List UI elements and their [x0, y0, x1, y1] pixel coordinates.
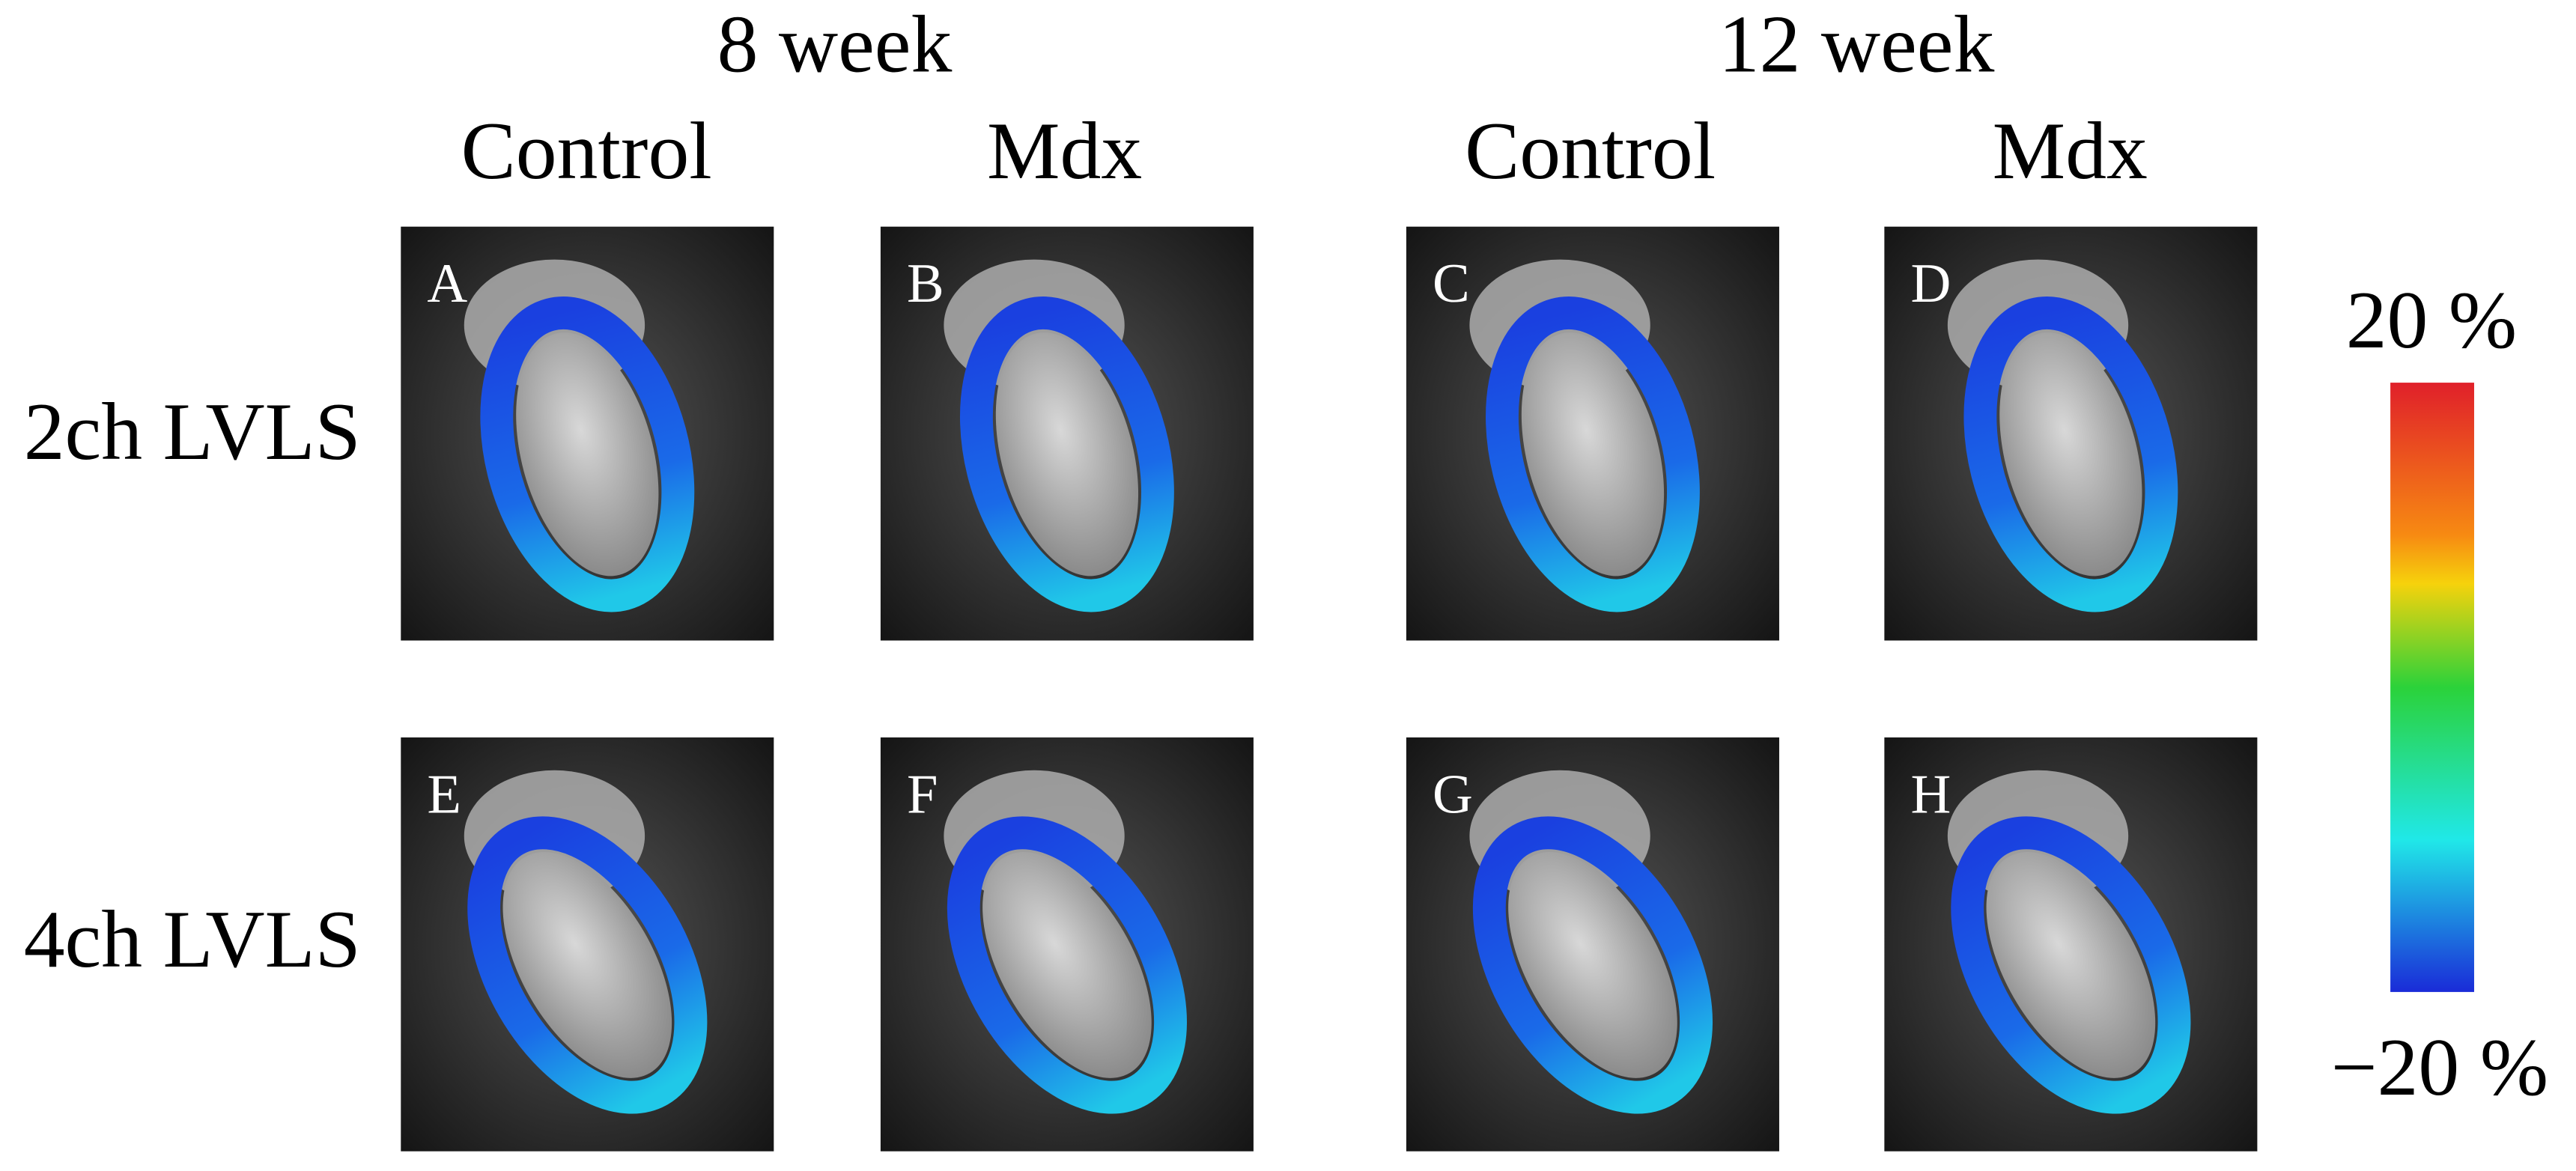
panel-letter: D: [1910, 253, 1951, 314]
strain-ring: [1472, 816, 1713, 1114]
heart-cavity: [502, 852, 672, 1078]
row-label: 2ch LVLS: [24, 386, 361, 477]
image-panel: B: [880, 226, 1254, 641]
column-label: Mdx: [987, 105, 1142, 196]
image-panel: A: [401, 226, 774, 641]
group-label: 8 week: [717, 0, 953, 89]
heart-cavity: [982, 852, 1152, 1078]
strain-ring: [1486, 296, 1700, 612]
image-panel: F: [880, 737, 1254, 1152]
panel-letter: H: [1910, 764, 1951, 825]
strain-ring: [959, 296, 1174, 612]
panel-letter: A: [427, 253, 467, 314]
strain-ring: [1951, 816, 2191, 1114]
image-panel: G: [1406, 737, 1779, 1152]
heart-cavity: [1999, 332, 2142, 577]
colorbar: [2390, 383, 2474, 992]
panel-letter: G: [1433, 764, 1473, 825]
heart-cavity: [1986, 852, 2156, 1078]
colorbar-max-label: 20 %: [2346, 274, 2517, 365]
heart-cavity: [1521, 332, 1665, 577]
heart-cavity: [1508, 852, 1677, 1078]
image-panel: C: [1406, 226, 1779, 641]
panel-letter: B: [907, 253, 944, 314]
panel-letter: E: [427, 764, 461, 825]
heart-cavity: [516, 332, 659, 577]
column-label: Control: [461, 105, 712, 196]
strain-ring: [947, 816, 1187, 1114]
panel-letter: F: [907, 764, 938, 825]
row-label: 4ch LVLS: [24, 893, 361, 985]
strain-ring: [1963, 296, 2178, 612]
strain-ring: [480, 296, 695, 612]
heart-cavity: [995, 332, 1139, 577]
image-panel: H: [1884, 737, 2258, 1152]
group-label: 12 week: [1719, 0, 1995, 89]
image-panel: E: [401, 737, 774, 1152]
column-label: Control: [1465, 105, 1716, 196]
panel-letter: C: [1433, 253, 1470, 314]
colorbar-min-label: −20 %: [2331, 1021, 2548, 1113]
image-panel: D: [1884, 226, 2258, 641]
column-label: Mdx: [1993, 105, 2148, 196]
strain-ring: [467, 816, 708, 1114]
